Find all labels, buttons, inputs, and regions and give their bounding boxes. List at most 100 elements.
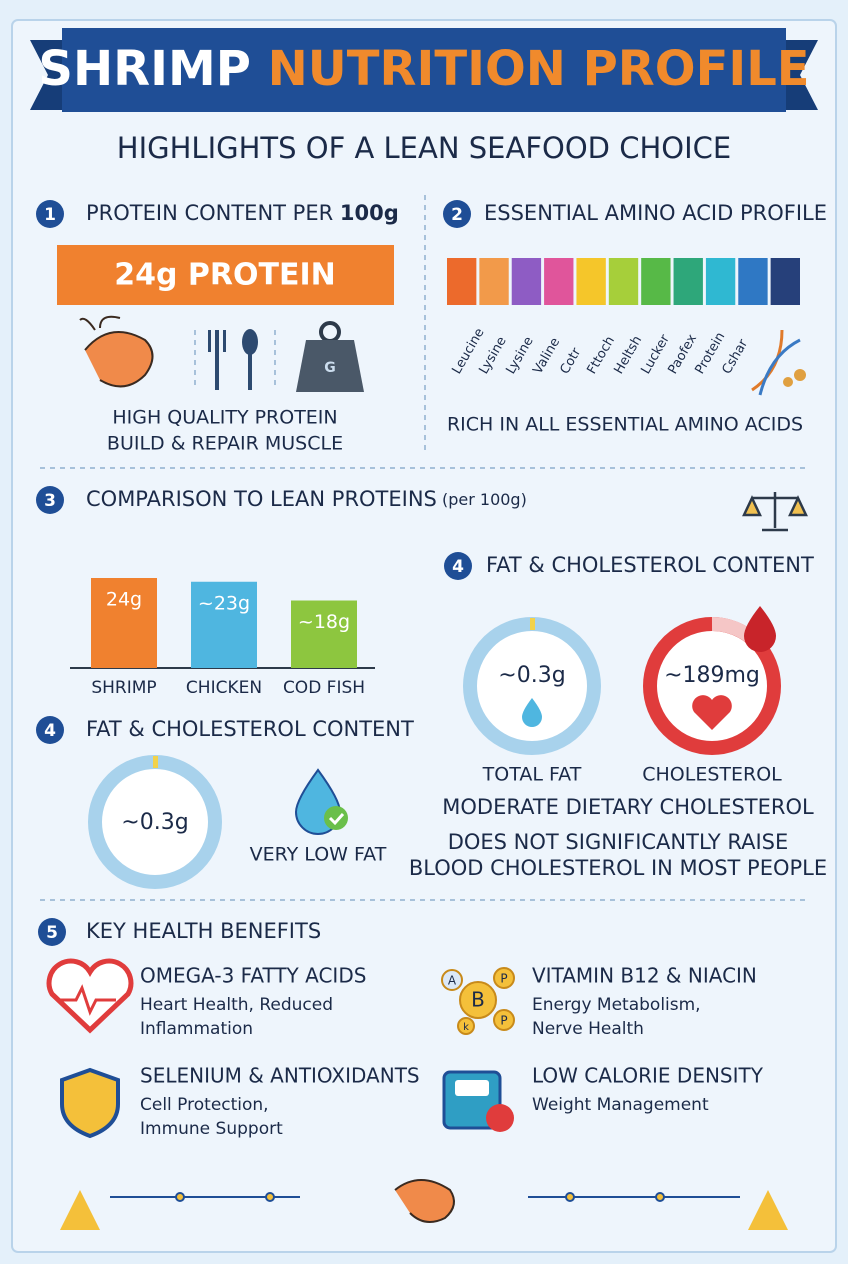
- cutlery-icon: [208, 329, 258, 390]
- benefit-title: LOW CALORIE DENSITY: [532, 1064, 764, 1088]
- vitamin-letter: P: [500, 1014, 507, 1028]
- caption: HIGH QUALITY PROTEIN: [112, 407, 337, 429]
- amino-swatch: [447, 258, 477, 305]
- vitamin-letter: k: [463, 1022, 469, 1033]
- benefit-title: SELENIUM & ANTIOXIDANTS: [140, 1064, 420, 1088]
- vitamin-icon: [441, 967, 515, 1035]
- amino-swatch: [673, 258, 703, 305]
- scale-icon: [442, 1070, 514, 1132]
- ribbon-tail: [778, 40, 818, 110]
- amino-swatch: [576, 258, 606, 305]
- section-title: FAT & CHOLESTEROL CONTENT: [486, 553, 814, 577]
- shield-icon: [60, 1067, 120, 1139]
- section-badge: [36, 200, 64, 228]
- drop-icon: [522, 698, 542, 727]
- drop-icon: [294, 768, 348, 835]
- benefit-text: Inflammation: [140, 1019, 253, 1039]
- weight-icon: [296, 321, 364, 392]
- benefit-text: Immune Support: [140, 1119, 283, 1139]
- caption: RICH IN ALL ESSENTIAL AMINO ACIDS: [447, 414, 803, 436]
- ring-label: TOTAL FAT: [482, 764, 582, 786]
- section-badge: [443, 200, 471, 228]
- caption: DOES NOT SIGNIFICANTLY RAISE: [448, 830, 789, 854]
- section-title: PROTEIN CONTENT PER 100g: [86, 201, 399, 225]
- ring-segment: [530, 618, 535, 630]
- section-number: 2: [451, 205, 463, 225]
- benefit-text: Cell Protection,: [140, 1095, 269, 1115]
- title-text: PROTEIN CONTENT PER: [86, 201, 340, 225]
- bar-category: COD FISH: [283, 678, 365, 698]
- bar: [291, 600, 357, 668]
- title-text: COMPARISON TO LEAN PROTEINS: [86, 487, 437, 511]
- fat-value: ~0.3g: [498, 663, 565, 688]
- section-title: ESSENTIAL AMINO ACID PROFILE: [484, 201, 827, 225]
- section-badge: [444, 552, 472, 580]
- banner-text: 24g PROTEIN: [114, 258, 335, 293]
- bar: [91, 578, 157, 668]
- fat-value: ~0.3g: [121, 810, 188, 835]
- amino-swatch: [705, 258, 736, 305]
- footer-decoration: [60, 1179, 788, 1230]
- section-title: FAT & CHOLESTEROL CONTENT: [86, 717, 414, 741]
- benefit-text: Weight Management: [532, 1095, 709, 1115]
- title: SHRIMP NUTRITION PROFILE: [38, 41, 809, 97]
- bar: [191, 581, 257, 668]
- section-badge: [36, 486, 64, 514]
- amino-swatch: [479, 258, 509, 305]
- dna-icon: [751, 329, 806, 396]
- amino-swatch: [770, 258, 800, 305]
- title-note: (per 100g): [437, 490, 527, 509]
- ring-segment: [153, 756, 158, 768]
- shrimp-icon: [79, 315, 154, 388]
- caption: MODERATE DIETARY CHOLESTEROL: [442, 795, 814, 819]
- bar-label: ~18g: [298, 611, 350, 633]
- section-number: 4: [452, 557, 464, 577]
- benefit-title: OMEGA-3 FATTY ACIDS: [140, 964, 366, 988]
- protein-banner: [57, 245, 394, 305]
- caption: VERY LOW FAT: [250, 844, 387, 866]
- caption: BLOOD CHOLESTEROL IN MOST PEOPLE: [409, 856, 827, 880]
- bar-category: CHICKEN: [186, 678, 262, 698]
- ribbon-tail: [30, 40, 70, 110]
- benefit-title: VITAMIN B12 & NIACIN: [532, 964, 757, 988]
- frame: [11, 19, 837, 1253]
- scales-icon: [742, 492, 808, 532]
- cholesterol-value: ~189mg: [664, 663, 760, 688]
- section-title: KEY HEALTH BENEFITS: [86, 919, 321, 943]
- bar-label: ~23g: [198, 592, 250, 614]
- bar-category: SHRIMP: [91, 678, 156, 698]
- vitamin-letter: P: [500, 972, 507, 986]
- amino-swatch: [511, 258, 542, 305]
- section-title: COMPARISON TO LEAN PROTEINS (per 100g): [86, 487, 527, 511]
- comparison-chart: 24g SHRIMP ~23g CHICKEN ~18g COD FISH: [70, 578, 375, 698]
- section-number: 5: [46, 923, 58, 943]
- vitamin-letter: A: [448, 974, 457, 988]
- benefits: OMEGA-3 FATTY ACIDS Heart Health, Reduced…: [140, 964, 764, 1140]
- vitamin-letter: B: [471, 988, 485, 1012]
- section-number: 4: [44, 721, 56, 741]
- bar-label: 24g: [106, 589, 142, 611]
- weight-label: G: [324, 360, 336, 376]
- section-number: 3: [44, 491, 56, 511]
- heart-icon: [692, 695, 732, 730]
- benefit-text: Energy Metabolism,: [532, 995, 701, 1015]
- section-badge: [38, 918, 66, 946]
- title-part: SHRIMP: [38, 41, 251, 97]
- title-text: 100g: [340, 201, 399, 225]
- amino-swatch: [641, 258, 671, 305]
- amino-swatch: [544, 258, 574, 305]
- section-badge: [36, 716, 64, 744]
- title-part: NUTRITION PROFILE: [268, 41, 810, 97]
- drop-icon: [744, 606, 776, 652]
- benefit-text: Nerve Health: [532, 1019, 644, 1039]
- ribbon: [62, 28, 786, 112]
- ring-label: CHOLESTEROL: [642, 764, 782, 786]
- amino-swatch: [608, 258, 639, 305]
- amino-swatch: [738, 258, 768, 305]
- heart-icon: [46, 958, 134, 1034]
- subtitle: HIGHLIGHTS OF A LEAN SEAFOOD CHOICE: [117, 131, 731, 165]
- benefit-text: Heart Health, Reduced: [140, 995, 333, 1015]
- caption: BUILD & REPAIR MUSCLE: [107, 433, 343, 455]
- section-number: 1: [44, 205, 56, 225]
